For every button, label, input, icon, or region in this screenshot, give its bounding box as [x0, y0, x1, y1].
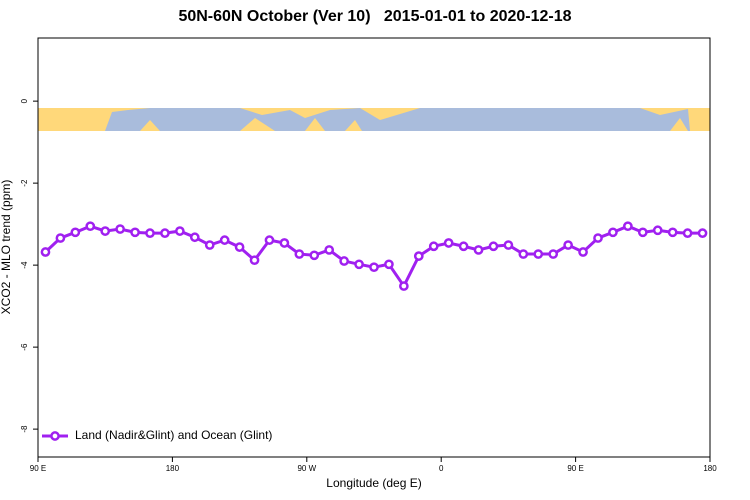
- point: [219, 235, 230, 245]
- point: [234, 242, 245, 252]
- legend-point: [50, 431, 60, 441]
- x-tick-label: 0: [439, 464, 444, 473]
- point: [503, 240, 514, 250]
- point: [399, 281, 409, 291]
- point: [100, 226, 111, 236]
- point: [324, 245, 335, 255]
- point: [413, 251, 424, 261]
- map-strip: [38, 108, 710, 131]
- y-tick-label: -6: [20, 343, 29, 351]
- x-tick-label: 90 W: [297, 464, 316, 473]
- point: [593, 233, 603, 243]
- point: [384, 259, 394, 270]
- point: [473, 245, 484, 255]
- point: [533, 249, 544, 259]
- point: [354, 259, 364, 270]
- point: [697, 228, 708, 239]
- x-tick-label: 180: [166, 464, 180, 473]
- point: [40, 247, 51, 257]
- point: [652, 225, 663, 236]
- point: [667, 227, 678, 238]
- series-line: [44, 224, 703, 289]
- point: [189, 232, 200, 243]
- point: [443, 238, 454, 248]
- y-tick-label: -8: [20, 425, 29, 433]
- point: [175, 226, 185, 236]
- point: [130, 227, 140, 238]
- x-tick-label: 180: [703, 464, 717, 473]
- y-axis-title: XCO2 - MLO trend (ppm): [0, 180, 13, 315]
- y-tick-label: 0: [20, 98, 29, 103]
- point: [85, 221, 96, 232]
- point: [309, 250, 320, 261]
- point: [548, 249, 559, 259]
- point: [279, 238, 290, 248]
- y-tick-label: -4: [20, 261, 29, 269]
- point: [249, 255, 260, 266]
- point: [339, 256, 349, 266]
- point: [204, 240, 215, 250]
- point: [115, 224, 125, 234]
- point: [682, 228, 693, 239]
- point: [518, 249, 529, 259]
- x-axis-title: Longitude (deg E): [326, 476, 421, 490]
- point: [55, 233, 66, 243]
- point: [264, 235, 275, 245]
- y-tick-label: -2: [20, 179, 29, 187]
- point: [623, 221, 633, 232]
- point: [369, 262, 379, 273]
- point: [563, 240, 573, 250]
- x-tick-label: 90 E: [30, 464, 46, 473]
- point: [608, 227, 618, 238]
- point: [637, 227, 648, 238]
- point: [458, 241, 469, 252]
- chart-title: 50N-60N October (Ver 10) 2015-01-01 to 2…: [178, 8, 571, 25]
- point: [428, 241, 439, 252]
- point: [145, 228, 155, 239]
- legend-label: Land (Nadir&Glint) and Ocean (Glint): [75, 428, 272, 442]
- x-tick-label: 90 E: [567, 464, 583, 473]
- plot-frame: [37, 37, 711, 458]
- point: [70, 227, 81, 238]
- point: [160, 228, 170, 239]
- point: [578, 247, 588, 257]
- point: [294, 249, 305, 259]
- point: [488, 241, 499, 252]
